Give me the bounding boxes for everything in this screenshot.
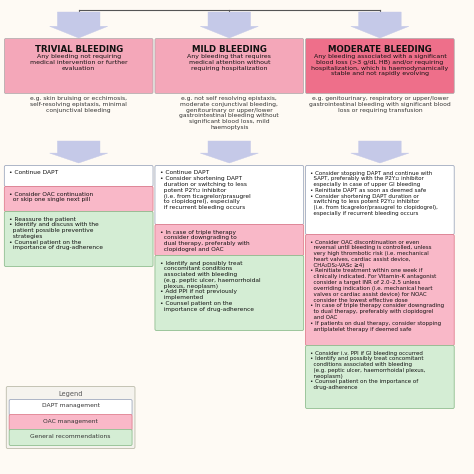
Text: MILD BLEEDING: MILD BLEEDING — [192, 45, 267, 54]
Text: • Identify and possibly treat
  concomitant conditions
  associated with bleedin: • Identify and possibly treat concomitan… — [160, 261, 260, 312]
Polygon shape — [351, 12, 409, 38]
FancyBboxPatch shape — [4, 38, 153, 93]
Polygon shape — [50, 12, 108, 38]
FancyBboxPatch shape — [155, 38, 304, 93]
Text: • Continue DAPT: • Continue DAPT — [9, 171, 58, 175]
Text: Any bleeding associated with a significant
blood loss (>3 g/dL HB) and/or requir: Any bleeding associated with a significa… — [311, 54, 448, 76]
Text: • Consider stopping DAPT and continue with
  SAPT, preferably with the P2Y₁₂ inh: • Consider stopping DAPT and continue wi… — [310, 171, 438, 216]
Text: e.g. not self resolving epistaxis,
moderate conjunctival bleeding,
genitourinary: e.g. not self resolving epistaxis, moder… — [180, 96, 279, 130]
FancyBboxPatch shape — [9, 414, 132, 430]
Polygon shape — [50, 141, 108, 163]
FancyBboxPatch shape — [306, 165, 454, 235]
Text: • In case of triple therapy
  consider downgrading to
  dual therapy, preferably: • In case of triple therapy consider dow… — [160, 229, 249, 252]
FancyBboxPatch shape — [4, 165, 153, 186]
Text: General recommendations: General recommendations — [30, 434, 111, 438]
Text: • Consider OAC discontinuation or even
  reversal until bleeding is controlled, : • Consider OAC discontinuation or even r… — [310, 239, 445, 331]
Text: TRIVIAL BLEEDING: TRIVIAL BLEEDING — [35, 45, 123, 54]
Text: • Consider i.v. PPI if GI bleeding occurred
• Identify and possibly treat concom: • Consider i.v. PPI if GI bleeding occur… — [310, 350, 426, 390]
FancyBboxPatch shape — [306, 38, 454, 93]
Text: MODERATE BLEEDING: MODERATE BLEEDING — [328, 45, 432, 54]
FancyBboxPatch shape — [4, 186, 153, 211]
Text: • Consider OAC continuation
  or skip one single next pill: • Consider OAC continuation or skip one … — [9, 191, 93, 202]
FancyBboxPatch shape — [4, 211, 153, 266]
FancyBboxPatch shape — [9, 429, 132, 446]
Polygon shape — [201, 141, 258, 163]
Text: Any bleeding that requires
medical attention without
requiring hospitalization: Any bleeding that requires medical atten… — [187, 54, 271, 71]
Text: e.g. genitourinary, respiratory or upper/lower
gastrointestinal bleeding with si: e.g. genitourinary, respiratory or upper… — [309, 96, 451, 113]
Text: • Continue DAPT
• Consider shortening DAPT
  duration or switching to less
  pot: • Continue DAPT • Consider shortening DA… — [160, 171, 251, 210]
FancyBboxPatch shape — [6, 386, 135, 448]
Text: • Reassure the patient
• Identify and discuss with the
  patient possible preven: • Reassure the patient • Identify and di… — [9, 217, 103, 250]
FancyBboxPatch shape — [306, 235, 454, 346]
Polygon shape — [351, 141, 409, 163]
Text: OAC management: OAC management — [43, 419, 98, 423]
Polygon shape — [201, 12, 258, 38]
Text: Legend: Legend — [58, 391, 83, 397]
FancyBboxPatch shape — [9, 400, 132, 416]
FancyBboxPatch shape — [155, 255, 304, 330]
Text: DAPT management: DAPT management — [42, 403, 100, 409]
FancyBboxPatch shape — [306, 346, 454, 409]
FancyBboxPatch shape — [155, 165, 304, 225]
Text: e.g. skin bruising or ecchimosis,
self-resolving epistaxis, minimal
conjunctival: e.g. skin bruising or ecchimosis, self-r… — [30, 96, 127, 113]
FancyBboxPatch shape — [155, 225, 304, 255]
Text: Any bleeding not requiring
medical intervention or further
evaluation: Any bleeding not requiring medical inter… — [30, 54, 128, 71]
